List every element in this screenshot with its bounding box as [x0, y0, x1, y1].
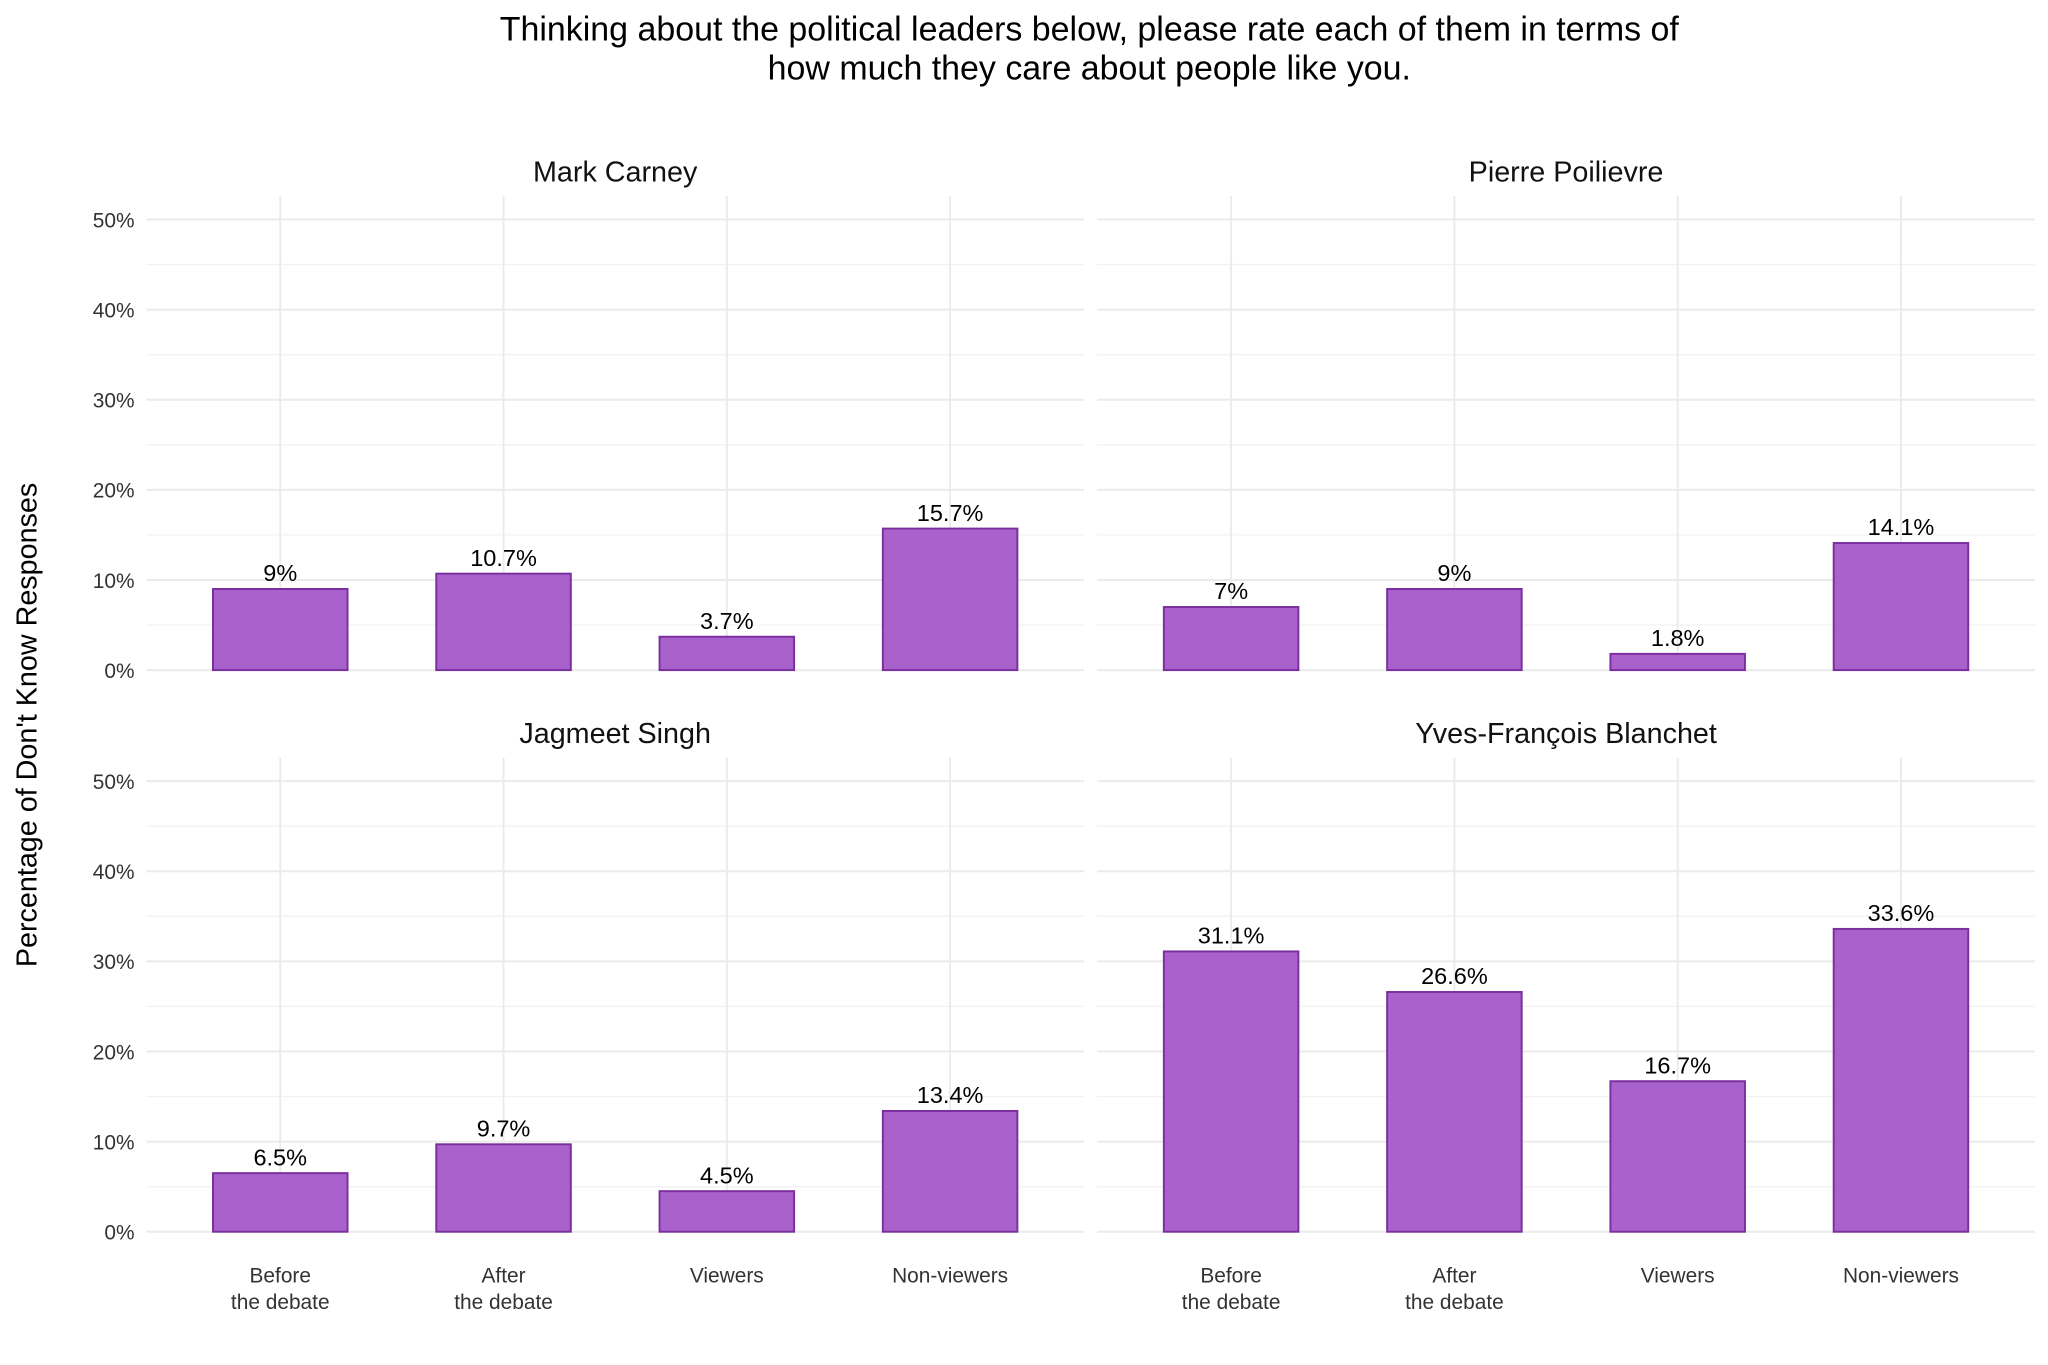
bar [1832, 927, 1970, 1233]
bar-value-label: 4.5% [700, 1162, 754, 1188]
x-tick-label: Non-viewers [1843, 1265, 1959, 1288]
bar-value-label: 33.6% [1868, 900, 1935, 926]
y-tick-label: 10% [93, 1131, 135, 1154]
y-tick-label: 30% [93, 951, 135, 974]
bar [881, 527, 1019, 672]
bar-value-label: 9.7% [477, 1115, 531, 1141]
chart-title-line-2: how much they care about people like you… [768, 50, 1411, 88]
bar-value-label: 15.7% [917, 500, 984, 526]
x-tick-label: After the debate [454, 1265, 553, 1314]
panel-title: Pierre Poilievre [1469, 157, 1664, 189]
bar [435, 572, 572, 672]
bar [1609, 652, 1746, 672]
bar [658, 635, 796, 672]
bar-value-label: 26.6% [1421, 963, 1488, 989]
panel-title: Mark Carney [533, 157, 698, 189]
panel-1: Pierre Poilievre 7% 9% 1.8% 14.1% [1097, 157, 2035, 672]
bar [1832, 542, 1970, 672]
y-tick-label: 0% [104, 660, 134, 683]
x-tick-label: Before the debate [1182, 1265, 1281, 1314]
panel-2: 0% 10% 20% 30% 40% 50% Jagmeet Singh 6.5% 9.7% 4.… [93, 718, 1085, 1314]
bar [212, 588, 349, 672]
y-tick-label: 30% [93, 390, 135, 413]
y-tick-label: 50% [93, 771, 135, 794]
y-tick-label: 40% [93, 299, 135, 322]
bar [658, 1190, 796, 1233]
x-tick-label: After the debate [1405, 1265, 1504, 1314]
bar-value-label: 31.1% [1198, 923, 1265, 949]
x-tick-label: Non-viewers [892, 1265, 1008, 1288]
bar-value-label: 14.1% [1868, 514, 1935, 540]
y-tick-label: 20% [93, 480, 135, 503]
bar [1162, 606, 1300, 672]
panel-0: 0% 10% 20% 30% 40% 50% Mark Carney 9% 10.7% 3.7% 1… [93, 157, 1085, 683]
bar-value-label: 9% [1437, 560, 1471, 586]
x-tick-label: Viewers [1641, 1265, 1715, 1288]
bar [212, 1172, 349, 1233]
bar [881, 1109, 1019, 1233]
bar-value-label: 9% [263, 560, 297, 586]
y-tick-label: 0% [104, 1222, 134, 1245]
y-tick-label: 20% [93, 1041, 135, 1064]
bar [1386, 588, 1523, 672]
bar [1386, 991, 1523, 1233]
x-tick-label: Viewers [690, 1265, 764, 1288]
panel-title: Jagmeet Singh [519, 718, 711, 750]
bar-value-label: 16.7% [1644, 1052, 1711, 1078]
bar-value-label: 13.4% [917, 1082, 984, 1108]
bar [1609, 1080, 1746, 1233]
y-tick-label: 40% [93, 861, 135, 884]
bar [1162, 950, 1300, 1233]
y-tick-label: 10% [93, 570, 135, 593]
bar-value-label: 3.7% [700, 608, 754, 634]
bar-value-label: 10.7% [470, 545, 537, 571]
bar-value-label: 7% [1214, 578, 1248, 604]
chart-title-line-1: Thinking about the political leaders bel… [500, 11, 1680, 49]
panel-3: Yves-François Blanchet 31.1% 26.6% 16.7% 33.… [1097, 718, 2035, 1314]
y-tick-label: 50% [93, 209, 135, 232]
x-tick-label: Before the debate [231, 1265, 330, 1314]
bar-value-label: 6.5% [253, 1144, 307, 1170]
bar [435, 1143, 572, 1233]
y-axis-label: Percentage of Don't Know Responses [12, 483, 44, 967]
panel-title: Yves-François Blanchet [1415, 718, 1717, 750]
bar-value-label: 1.8% [1651, 625, 1705, 651]
